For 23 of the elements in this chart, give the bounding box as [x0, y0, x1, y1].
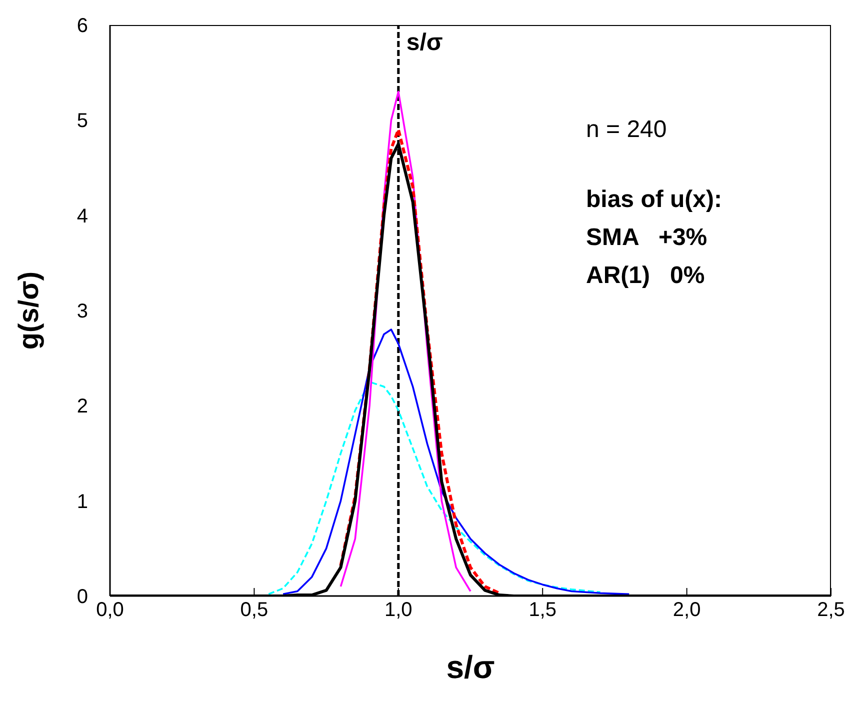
- annotation: n = 240: [586, 116, 667, 144]
- x-tick-label: 0,0: [96, 599, 124, 622]
- line-series: [282, 328, 630, 595]
- y-tick-label: 2: [76, 396, 88, 418]
- x-tick-label: 1,0: [384, 599, 412, 622]
- y-tick-label: 0: [76, 586, 88, 608]
- line-series: [268, 380, 602, 595]
- x-tick-label: 2,5: [817, 599, 845, 622]
- y-tick-label: 4: [76, 205, 88, 228]
- y-tick-label: 1: [76, 490, 88, 513]
- annotation: AR(1) 0%: [586, 262, 705, 290]
- y-tick-label: 3: [76, 300, 88, 322]
- line-series: [339, 128, 501, 595]
- y-tick-label: 5: [76, 110, 88, 132]
- x-tick-label: 1,5: [528, 599, 557, 622]
- annotation: SMA +3%: [586, 224, 708, 252]
- x-tick-label: 0,5: [240, 599, 268, 622]
- y-tick-label: 6: [76, 15, 88, 37]
- x-axis-title: s/σ: [446, 649, 495, 685]
- annotation: bias of u(x):: [586, 186, 722, 214]
- x-tick-label: 2,0: [672, 599, 701, 622]
- y-axis-title: g(s/σ): [12, 271, 44, 350]
- ref-line-label: s/σ: [406, 29, 443, 56]
